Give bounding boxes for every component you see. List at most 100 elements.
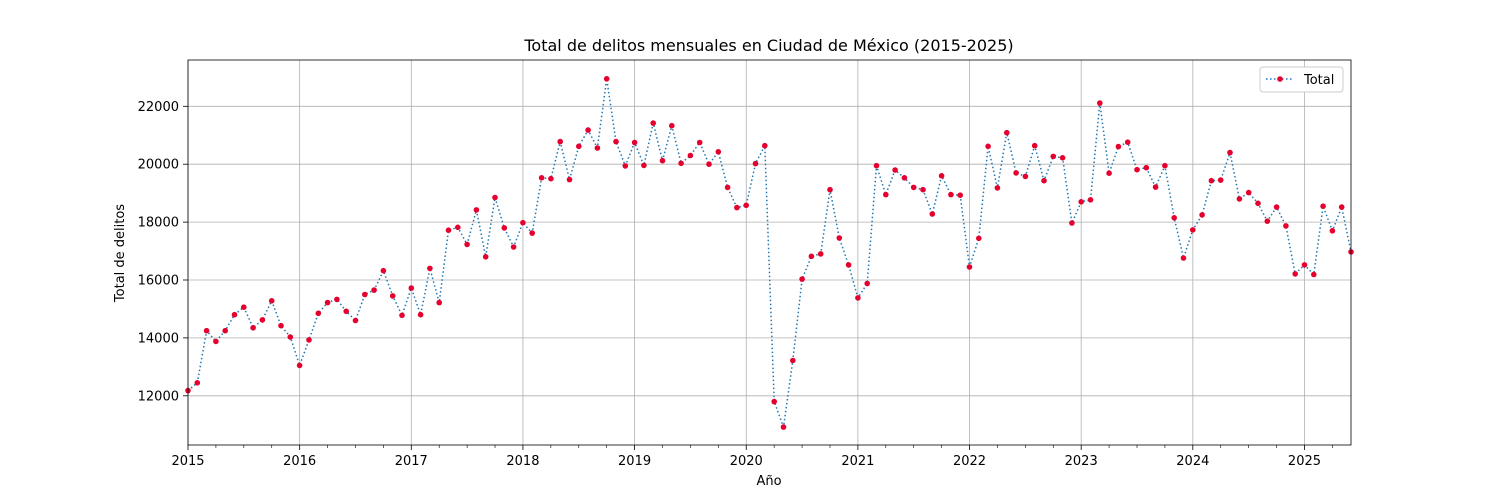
data-point [724, 184, 731, 191]
data-point [324, 299, 331, 306]
data-point [1273, 204, 1280, 210]
data-point [873, 162, 880, 169]
data-point [603, 76, 610, 82]
data-point [920, 186, 926, 193]
data-point [250, 325, 256, 331]
data-point [678, 160, 684, 167]
data-point [287, 334, 294, 340]
data-point [380, 267, 387, 274]
data-point [1041, 177, 1047, 184]
y-tick: 22000 [138, 100, 188, 115]
data-point [1255, 200, 1261, 207]
data-point [231, 311, 238, 318]
y-tick-label: 20000 [138, 158, 179, 173]
data-point [762, 142, 768, 149]
data-point [352, 317, 359, 324]
data-point [901, 175, 908, 181]
data-point [268, 298, 275, 304]
data-point [1180, 255, 1187, 261]
x-tick: 2023 [1065, 445, 1098, 469]
legend: Total [1259, 66, 1344, 93]
data-point [1069, 220, 1075, 226]
data-point [213, 338, 219, 345]
y-tick: 20000 [138, 158, 188, 173]
data-point [203, 327, 210, 334]
data-point [687, 152, 694, 159]
x-tick: 2020 [730, 445, 763, 469]
data-point [1152, 184, 1159, 190]
data-point [1190, 227, 1196, 233]
data-point [343, 308, 350, 315]
data-point [1050, 153, 1057, 160]
series-line-total [187, 78, 1352, 428]
legend-marker-swatch [1277, 76, 1283, 82]
data-point [994, 185, 1001, 191]
data-point [827, 186, 833, 193]
data-point [1227, 149, 1233, 156]
data-point [399, 312, 405, 319]
data-point [1292, 271, 1298, 277]
data-point [278, 322, 284, 329]
data-point [557, 138, 563, 145]
data-point [194, 380, 201, 386]
x-tick-label: 2024 [1176, 454, 1209, 469]
data-point [1283, 223, 1289, 229]
data-point [1329, 228, 1336, 234]
x-axis: 2015 2016 2017 2018 2019 2020 2021 2022 2023 2024… [171, 445, 1333, 469]
x-tick: 2025 [1288, 445, 1321, 469]
data-point [529, 230, 535, 236]
data-point [1124, 139, 1131, 145]
x-tick: 2018 [506, 445, 539, 469]
x-tick-label: 2023 [1065, 454, 1098, 469]
x-tick: 2024 [1176, 445, 1209, 469]
data-point [334, 296, 340, 303]
x-tick: 2015 [171, 445, 205, 469]
y-tick: 14000 [138, 331, 188, 346]
data-point [501, 225, 508, 231]
grid [187, 60, 1351, 445]
data-point [976, 235, 982, 242]
data-point [1022, 173, 1029, 180]
legend-label-total: Total [1303, 73, 1334, 88]
data-point [1106, 170, 1112, 176]
x-tick-label: 2015 [171, 454, 204, 469]
data-point [548, 175, 554, 182]
data-point [427, 265, 433, 272]
data-point [241, 304, 247, 311]
series-points-total [185, 76, 1354, 430]
data-point [1171, 215, 1177, 221]
data-point [790, 357, 796, 364]
data-point [1236, 196, 1243, 202]
data-point [296, 362, 303, 369]
x-tick-label: 2022 [953, 454, 986, 469]
x-tick-label: 2025 [1288, 454, 1321, 469]
data-point [1311, 271, 1317, 278]
x-tick-label: 2016 [283, 454, 316, 469]
plot-area-frame [187, 59, 1352, 446]
x-tick: 2021 [841, 445, 874, 469]
data-point [520, 219, 526, 226]
data-point [473, 207, 480, 213]
y-tick: 18000 [138, 216, 188, 231]
data-point [371, 287, 377, 293]
data-point [1217, 177, 1224, 183]
data-point [659, 157, 666, 164]
data-point [1087, 197, 1094, 203]
data-point [622, 163, 629, 169]
data-point [957, 192, 963, 198]
data-point [864, 280, 870, 287]
data-point [306, 337, 312, 343]
data-point [1115, 143, 1122, 150]
data-point [771, 398, 777, 405]
data-point [1143, 164, 1150, 171]
data-point [938, 173, 945, 179]
data-point [1004, 129, 1010, 136]
data-point [389, 293, 396, 299]
data-point [576, 143, 582, 150]
x-tick-label: 2018 [506, 454, 539, 469]
data-point [743, 202, 749, 209]
data-point [734, 204, 740, 211]
data-point [641, 162, 647, 169]
data-point [855, 295, 861, 301]
